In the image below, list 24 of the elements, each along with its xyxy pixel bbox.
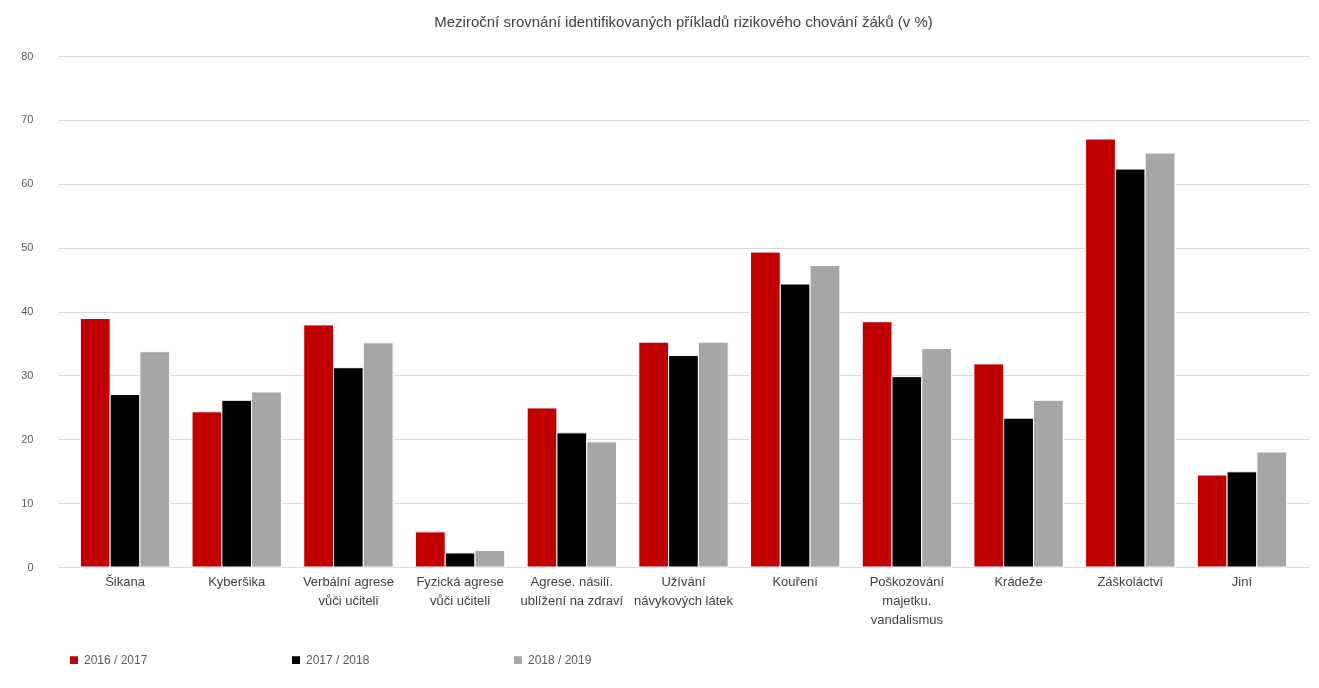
y-tick-label: 10	[21, 496, 34, 509]
x-tick-label: Užívání návykových látek	[634, 573, 734, 608]
y-tick-label: 40	[21, 305, 34, 317]
x-tick-label: Poškozování majetku. vandalismus	[869, 573, 945, 627]
x-tick-label: Verbální agrese vůči učiteli	[302, 573, 394, 608]
x-tick-label: Kouření	[772, 573, 819, 589]
y-tick-label: 80	[21, 49, 34, 62]
y-tick-label: 0	[27, 560, 34, 573]
legend-label: 2016 / 2017	[84, 653, 148, 668]
x-tick-label: Krádeže	[994, 573, 1043, 589]
x-tick-label: Jiní	[1231, 573, 1253, 589]
legend-label: 2018 / 2019	[528, 653, 592, 668]
legend-label: 2017 / 2018	[306, 653, 370, 668]
x-tick-label: Kyberšika	[208, 573, 267, 589]
y-tick-label: 50	[21, 241, 34, 254]
x-tick-label: Šikana	[105, 573, 146, 589]
chart-title: Meziroční srovnání identifikovaných příkladů rizikového chování žáků (v %)	[434, 13, 933, 30]
x-tick-label: Agrese. násilí. ublížení na zdraví	[520, 573, 624, 608]
y-tick-label: 30	[21, 368, 34, 381]
x-tick-label: Fyzická agrese vůči učiteli	[416, 573, 504, 608]
y-tick-label: 60	[21, 177, 34, 190]
y-tick-label: 20	[21, 432, 34, 445]
x-tick-label: Záškoláctví	[1097, 573, 1164, 589]
y-tick-label: 70	[21, 113, 34, 126]
